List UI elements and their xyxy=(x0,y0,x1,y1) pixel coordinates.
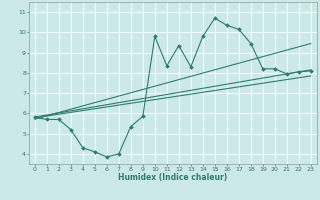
X-axis label: Humidex (Indice chaleur): Humidex (Indice chaleur) xyxy=(118,173,228,182)
